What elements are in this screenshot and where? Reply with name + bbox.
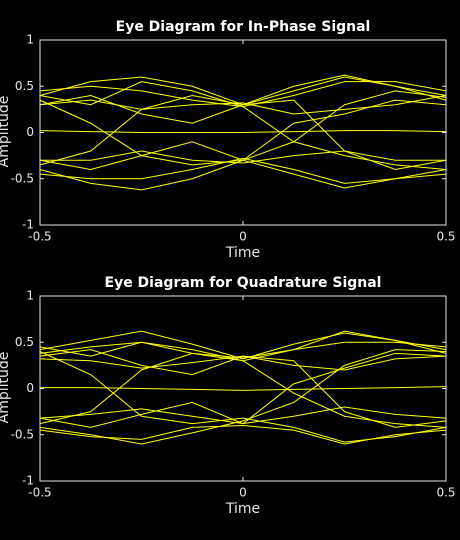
x-tick-label: 0.5: [436, 486, 455, 500]
x-tick-label: -0.5: [28, 230, 51, 244]
x-tick-label: 0: [239, 486, 247, 500]
eye-trace: [39, 130, 447, 133]
y-tick-label: -1: [22, 474, 34, 488]
eye-trace: [39, 99, 447, 171]
y-axis-label: Amplitude: [0, 96, 12, 168]
y-axis-label: Amplitude: [0, 352, 12, 424]
eye-trace: [39, 349, 447, 428]
chart-title: Eye Diagram for Quadrature Signal: [105, 275, 382, 291]
x-axis-label: Time: [225, 501, 260, 517]
x-axis-label: Time: [225, 245, 260, 261]
axes-frame: [39, 295, 447, 482]
eye-trace: [40, 386, 447, 391]
y-tick-label: 1: [26, 33, 34, 47]
y-tick-label: 0: [26, 125, 34, 139]
chart-title: Eye Diagram for In-Phase Signal: [116, 19, 371, 35]
eye-trace: [40, 150, 446, 164]
eye-trace: [39, 95, 447, 115]
eye-trace: [39, 330, 447, 360]
y-tick-label: -0.5: [11, 427, 34, 441]
eye-trace: [39, 330, 447, 425]
y-tick-label: 0: [26, 381, 34, 395]
eye-trace: [39, 99, 447, 189]
x-tick-label: 0.5: [436, 230, 455, 244]
eye-trace: [39, 81, 447, 170]
y-tick-label: 0.5: [15, 335, 34, 349]
y-tick-label: 0.5: [15, 79, 34, 93]
eye-trace: [39, 157, 447, 184]
eye-trace: [39, 351, 447, 443]
eye-trace: [39, 352, 447, 428]
eye-trace: [39, 341, 447, 428]
x-tick-label: -0.5: [28, 486, 51, 500]
eye-trace: [39, 349, 447, 445]
eye-trace: [39, 76, 447, 166]
x-tick-label: 0: [239, 230, 247, 244]
eye-trace: [39, 424, 447, 445]
y-tick-label: -1: [22, 218, 34, 232]
y-tick-label: -0.5: [11, 171, 34, 185]
y-tick-label: 1: [26, 289, 34, 303]
